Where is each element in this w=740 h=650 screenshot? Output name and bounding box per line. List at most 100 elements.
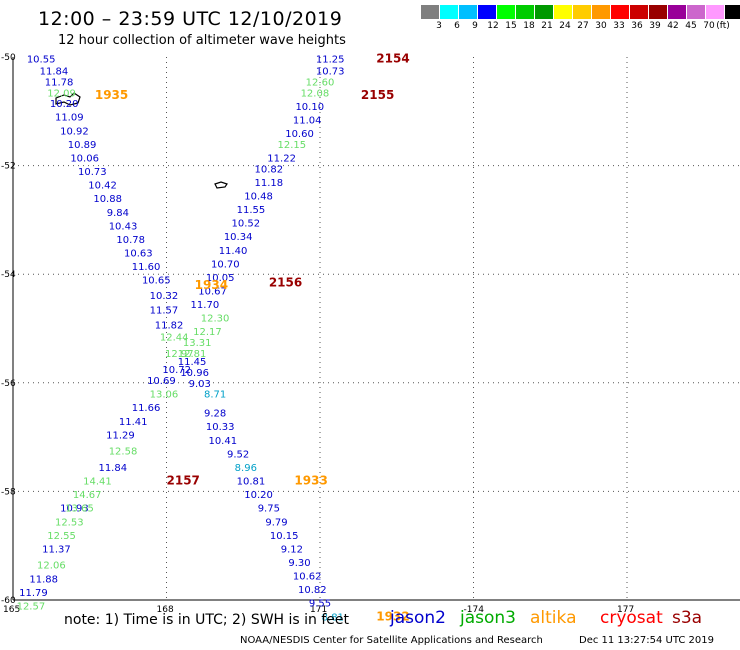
pass-time-label: 1933 bbox=[294, 474, 327, 488]
wave-height-label: 12.15 bbox=[278, 140, 307, 151]
wave-height-label: 9.75 bbox=[258, 504, 280, 515]
wave-height-label: 10.63 bbox=[124, 248, 153, 259]
wave-height-label: 10.82 bbox=[298, 585, 327, 596]
wave-height-label: 9.12 bbox=[281, 544, 303, 555]
legend-label: 42 bbox=[667, 21, 679, 31]
wave-height-label: 8.71 bbox=[204, 390, 226, 401]
satellite-legend-s3a: s3a bbox=[672, 608, 703, 628]
legend-label: 15 bbox=[505, 21, 517, 31]
wave-height-label: 12.30 bbox=[201, 314, 230, 325]
page-title: 12:00 – 23:59 UTC 12/10/2019 bbox=[38, 8, 343, 30]
wave-height-label: 12.60 bbox=[306, 77, 335, 88]
wave-height-label: 10.20 bbox=[244, 490, 273, 501]
pass-time-label: 2157 bbox=[167, 474, 200, 488]
legend-label: 36 bbox=[631, 21, 643, 31]
wave-height-label: 12.58 bbox=[109, 447, 138, 458]
wave-height-label: 14.41 bbox=[83, 477, 112, 488]
lon-tick-label: -174 bbox=[464, 605, 485, 615]
legend-swatch bbox=[421, 5, 440, 19]
wave-height-label: 13.06 bbox=[150, 390, 179, 401]
color-legend bbox=[421, 5, 740, 21]
wave-height-label: 10.73 bbox=[78, 167, 107, 178]
wave-height-label: 11.18 bbox=[255, 178, 284, 189]
wave-height-label: 10.41 bbox=[208, 436, 237, 447]
legend-label: 30 bbox=[595, 21, 607, 31]
legend-swatch bbox=[725, 5, 740, 19]
legend-swatch bbox=[687, 5, 706, 19]
wave-height-label: 10.67 bbox=[198, 286, 227, 297]
wave-height-label: 10.89 bbox=[68, 140, 97, 151]
wave-height-label: 11.37 bbox=[42, 544, 71, 555]
legend-label: 6 bbox=[454, 21, 460, 31]
legend-swatch bbox=[554, 5, 573, 19]
wave-height-label: 11.70 bbox=[191, 300, 220, 311]
wave-height-label: 9.55 bbox=[309, 599, 331, 610]
wave-height-label: 11.55 bbox=[237, 205, 266, 216]
page-subtitle: 12 hour collection of altimeter wave hei… bbox=[58, 33, 346, 48]
legend-swatch bbox=[478, 5, 497, 19]
wave-height-label: 9.52 bbox=[227, 449, 249, 460]
legend-swatch bbox=[668, 5, 687, 19]
wave-height-label: 10.55 bbox=[27, 55, 56, 66]
pass-time-label: 2154 bbox=[376, 52, 409, 66]
note-text: note: 1) Time is in UTC; 2) SWH is in fe… bbox=[64, 612, 350, 628]
wave-height-label: 11.25 bbox=[316, 55, 345, 66]
wave-height-label: 13.65 bbox=[65, 504, 94, 515]
wave-height-label: 11.29 bbox=[106, 430, 135, 441]
legend-swatch bbox=[440, 5, 459, 19]
legend-label: 3 bbox=[436, 21, 442, 31]
wave-height-label: 10.06 bbox=[70, 153, 99, 164]
legend-label: 12 bbox=[487, 21, 499, 31]
wave-height-label: 9.84 bbox=[107, 208, 129, 219]
legend-label: 39 bbox=[649, 21, 661, 31]
wave-height-label: 10.05 bbox=[206, 273, 235, 284]
legend-swatch bbox=[630, 5, 649, 19]
wave-height-label: 12.55 bbox=[47, 531, 76, 542]
wave-height-label: 12.17 bbox=[193, 327, 222, 338]
wave-height-label: 10.69 bbox=[147, 376, 176, 387]
wave-height-label: 10.32 bbox=[150, 291, 179, 302]
legend-label: 45 bbox=[685, 21, 697, 31]
wave-height-label: 11.09 bbox=[55, 113, 84, 124]
wave-height-label: 8.96 bbox=[235, 463, 257, 474]
legend-label: 33 bbox=[613, 21, 625, 31]
wave-height-label: 11.66 bbox=[132, 403, 161, 414]
legend-label: 21 bbox=[541, 21, 553, 31]
wave-height-label: 9.30 bbox=[288, 558, 310, 569]
wave-height-label: 10.96 bbox=[180, 368, 209, 379]
wave-height-label: 11.88 bbox=[29, 574, 58, 585]
wave-height-label: 10.34 bbox=[224, 232, 253, 243]
lon-tick-label: 165 bbox=[3, 605, 20, 615]
wave-height-label: 12.09 bbox=[47, 88, 76, 99]
wave-height-label: 10.72 bbox=[162, 365, 191, 376]
footer-credit: NOAA/NESDIS Center for Satellite Applica… bbox=[240, 635, 543, 646]
wave-height-label: 13.31 bbox=[183, 338, 212, 349]
wave-height-label: 12.81 bbox=[178, 349, 207, 360]
wave-height-label: 9.03 bbox=[189, 379, 211, 390]
legend-swatch bbox=[516, 5, 535, 19]
satellite-legend-jason3: jason3 bbox=[460, 608, 516, 628]
wave-height-label: 12.57 bbox=[17, 601, 46, 612]
wave-height-label: 11.45 bbox=[178, 357, 207, 368]
pass-time-label: 1935 bbox=[95, 88, 128, 102]
legend-label: 70 bbox=[703, 21, 715, 31]
legend-swatch bbox=[535, 5, 554, 19]
legend-label: 27 bbox=[577, 21, 589, 31]
footer-timestamp: Dec 11 13:27:54 UTC 2019 bbox=[579, 635, 714, 646]
wave-height-label: 12.97 bbox=[165, 349, 194, 360]
satellite-legend-jason2: jason2 bbox=[390, 608, 446, 628]
wave-height-label: 10.88 bbox=[93, 194, 122, 205]
lat-tick-label: -60 bbox=[1, 596, 16, 606]
pass-time-label: 2156 bbox=[269, 275, 302, 289]
legend-label: (ft) bbox=[716, 21, 730, 31]
wave-height-label: 12.44 bbox=[160, 333, 189, 344]
lon-tick-label: 171 bbox=[310, 605, 327, 615]
wave-height-label: 11.04 bbox=[293, 115, 322, 126]
lat-tick-label: -58 bbox=[1, 487, 16, 497]
legend-swatch bbox=[497, 5, 516, 19]
satellite-legend-altika: altika bbox=[530, 608, 577, 628]
lon-tick-label: 168 bbox=[157, 605, 174, 615]
wave-height-label: 9.79 bbox=[265, 517, 287, 528]
island-outline bbox=[214, 181, 228, 189]
wave-height-label: 10.62 bbox=[293, 572, 322, 583]
